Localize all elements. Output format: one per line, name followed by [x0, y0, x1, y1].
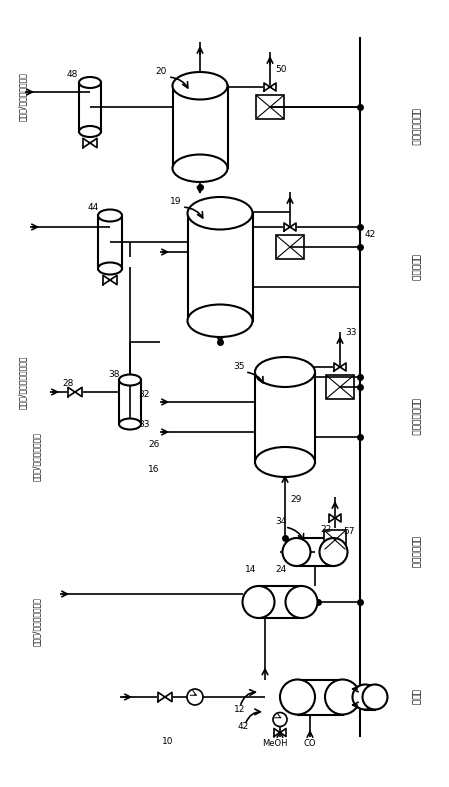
Ellipse shape — [325, 679, 360, 715]
Text: 吸収器/ストリッパーへ: 吸収器/ストリッパーへ — [18, 72, 27, 121]
Text: 19: 19 — [170, 197, 181, 206]
Ellipse shape — [98, 263, 122, 275]
Ellipse shape — [362, 685, 387, 710]
Text: MeOH: MeOH — [262, 739, 288, 748]
Text: 16: 16 — [148, 465, 159, 474]
Polygon shape — [284, 223, 296, 231]
Bar — [324, 530, 346, 550]
Bar — [256, 95, 284, 119]
Text: 33: 33 — [345, 328, 357, 337]
Text: 吸収器/ストリッパーへ: 吸収器/ストリッパーへ — [32, 433, 41, 482]
Text: 重質留分カラム: 重質留分カラム — [410, 108, 419, 146]
Ellipse shape — [320, 538, 348, 566]
Text: 反応器: 反応器 — [410, 689, 419, 705]
Ellipse shape — [119, 375, 141, 386]
Polygon shape — [334, 363, 346, 371]
Ellipse shape — [119, 419, 141, 430]
Text: 44: 44 — [88, 203, 99, 212]
Text: 22: 22 — [320, 525, 331, 534]
Ellipse shape — [172, 154, 228, 182]
Text: 28: 28 — [62, 379, 73, 388]
Text: 32: 32 — [139, 390, 150, 399]
Ellipse shape — [188, 305, 252, 337]
Text: 34: 34 — [275, 517, 286, 526]
Ellipse shape — [282, 538, 311, 566]
Bar — [172, 86, 228, 168]
Ellipse shape — [242, 586, 274, 618]
Bar — [255, 372, 315, 462]
Text: 50: 50 — [275, 65, 286, 74]
Text: 10: 10 — [162, 737, 173, 747]
Text: 酢酸留分カラム: 酢酸留分カラム — [410, 398, 419, 436]
Text: 酢酸カラム: 酢酸カラム — [410, 253, 419, 280]
Text: 吸収器/ストリッパーから: 吸収器/ストリッパーから — [18, 355, 27, 408]
Ellipse shape — [98, 209, 122, 221]
Polygon shape — [103, 275, 117, 285]
Bar — [79, 83, 101, 131]
Bar — [296, 538, 334, 566]
Circle shape — [187, 689, 203, 705]
Ellipse shape — [255, 447, 315, 477]
Text: 20: 20 — [155, 67, 167, 76]
Ellipse shape — [188, 197, 252, 230]
Text: フラッシャー: フラッシャー — [410, 536, 419, 568]
Ellipse shape — [79, 77, 101, 88]
Ellipse shape — [255, 357, 315, 387]
Bar — [276, 235, 304, 259]
Polygon shape — [329, 514, 341, 522]
Text: 33: 33 — [138, 420, 150, 429]
Bar — [298, 679, 343, 715]
Text: 38: 38 — [108, 370, 119, 379]
Text: 26: 26 — [148, 440, 159, 449]
Ellipse shape — [79, 126, 101, 137]
Text: CO: CO — [304, 739, 316, 748]
Ellipse shape — [352, 685, 378, 710]
Circle shape — [273, 712, 287, 726]
Text: 42: 42 — [365, 230, 376, 239]
Text: 48: 48 — [67, 70, 79, 79]
Bar — [326, 375, 354, 399]
Text: 42: 42 — [238, 722, 249, 731]
Polygon shape — [68, 387, 82, 397]
Polygon shape — [158, 693, 172, 702]
Text: 吸収器/ストリッパーへ: 吸収器/ストリッパーへ — [32, 597, 41, 646]
Polygon shape — [264, 83, 276, 91]
Text: 29: 29 — [290, 495, 301, 504]
Bar — [98, 216, 122, 268]
Text: 12: 12 — [234, 705, 245, 714]
Text: 57: 57 — [343, 527, 355, 536]
Text: 35: 35 — [233, 362, 245, 371]
Text: 24: 24 — [275, 565, 286, 574]
Ellipse shape — [286, 586, 317, 618]
Polygon shape — [83, 139, 97, 148]
Ellipse shape — [280, 679, 315, 715]
Ellipse shape — [172, 72, 228, 99]
Bar — [259, 586, 301, 618]
Text: 14: 14 — [245, 565, 256, 574]
Bar — [119, 380, 141, 424]
Bar — [365, 685, 375, 710]
Bar — [188, 213, 252, 321]
Polygon shape — [274, 729, 286, 737]
